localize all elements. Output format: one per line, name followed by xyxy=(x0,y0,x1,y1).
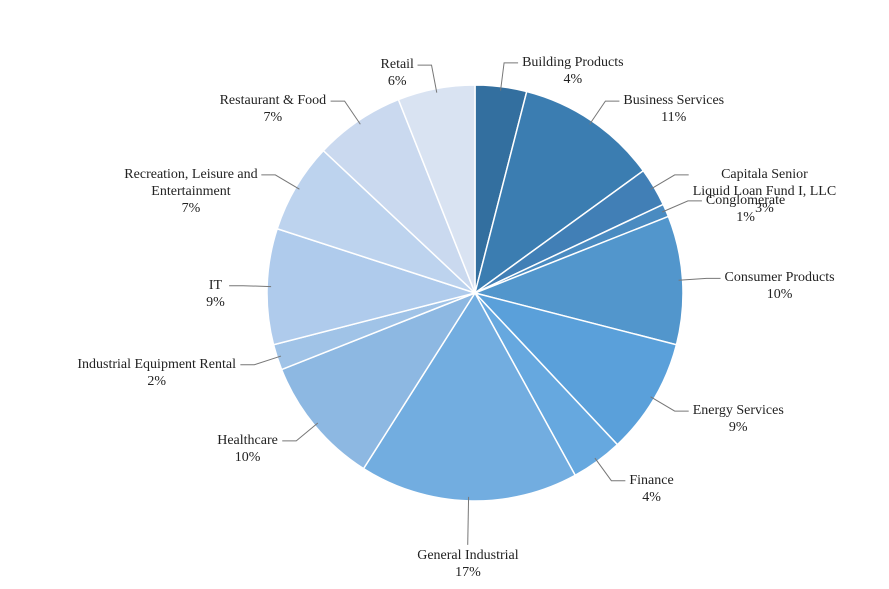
category-label: Restaurant & Food xyxy=(219,93,327,109)
category-label: General Industrial xyxy=(417,547,519,563)
value-label: 4% xyxy=(642,489,661,505)
leader-line xyxy=(330,100,361,125)
slice-label: Restaurant & Food 7% xyxy=(220,92,327,126)
category-label: Finance xyxy=(629,472,674,488)
category-label: Industrial Equipment Rental xyxy=(77,356,236,372)
leader-line xyxy=(500,62,519,91)
value-label: 10% xyxy=(766,287,793,303)
category-label: Consumer Products xyxy=(724,270,835,286)
value-label: 1% xyxy=(736,209,755,225)
leader-line xyxy=(594,457,626,482)
value-label: 17% xyxy=(455,564,481,580)
value-label: 7% xyxy=(263,110,283,126)
slice-label: Finance 4% xyxy=(629,472,673,506)
value-label: 10% xyxy=(234,449,261,465)
leader-line xyxy=(261,174,300,190)
slice-label: Conglomerate 1% xyxy=(706,192,785,226)
leader-line xyxy=(229,285,272,288)
category-label: Capitala Senior Liquid Loan Fund I, LLC xyxy=(692,166,837,199)
leader-line xyxy=(417,64,438,93)
slice-label: Industrial Equipment Rental 2% xyxy=(77,356,236,390)
slice-label: IT 9% xyxy=(206,277,225,311)
leader-line xyxy=(589,100,620,125)
category-label: Energy Services xyxy=(692,403,784,419)
leader-line xyxy=(650,174,689,190)
category-label: Building Products xyxy=(522,54,624,70)
value-label: 9% xyxy=(728,420,748,436)
category-label: Business Services xyxy=(623,93,725,109)
value-label: 4% xyxy=(563,71,583,87)
category-label: Retail xyxy=(380,57,414,73)
value-label: 2% xyxy=(147,373,166,389)
slice-label: General Industrial 17% xyxy=(417,547,518,581)
value-label: 11% xyxy=(661,110,687,126)
category-label: IT xyxy=(208,277,223,293)
leader-line xyxy=(282,422,319,442)
category-label: Recreation, Leisure and Entertainment xyxy=(124,166,258,199)
leader-line xyxy=(678,277,721,281)
leader-line xyxy=(467,496,470,545)
slice-label: Recreation, Leisure and Entertainment 7% xyxy=(124,166,257,217)
slice-label: Business Services 11% xyxy=(623,92,724,126)
leader-line xyxy=(240,355,282,366)
value-label: 9% xyxy=(206,294,225,310)
value-label: 7% xyxy=(181,200,201,216)
slice-label: Healthcare 10% xyxy=(217,432,278,466)
category-label: Conglomerate xyxy=(705,192,786,208)
slice-label: Capitala Senior Liquid Loan Fund I, LLC 3… xyxy=(693,166,837,217)
slice-label: Consumer Products 10% xyxy=(725,269,835,303)
slice-label: Energy Services 9% xyxy=(693,402,784,436)
value-label: 3% xyxy=(755,200,774,216)
leader-line xyxy=(662,200,702,213)
slice-label: Retail 6% xyxy=(381,56,414,90)
slice-label: Building Products 4% xyxy=(522,54,624,88)
value-label: 6% xyxy=(387,74,407,90)
leader-line xyxy=(650,396,689,412)
category-label: Healthcare xyxy=(217,432,278,448)
